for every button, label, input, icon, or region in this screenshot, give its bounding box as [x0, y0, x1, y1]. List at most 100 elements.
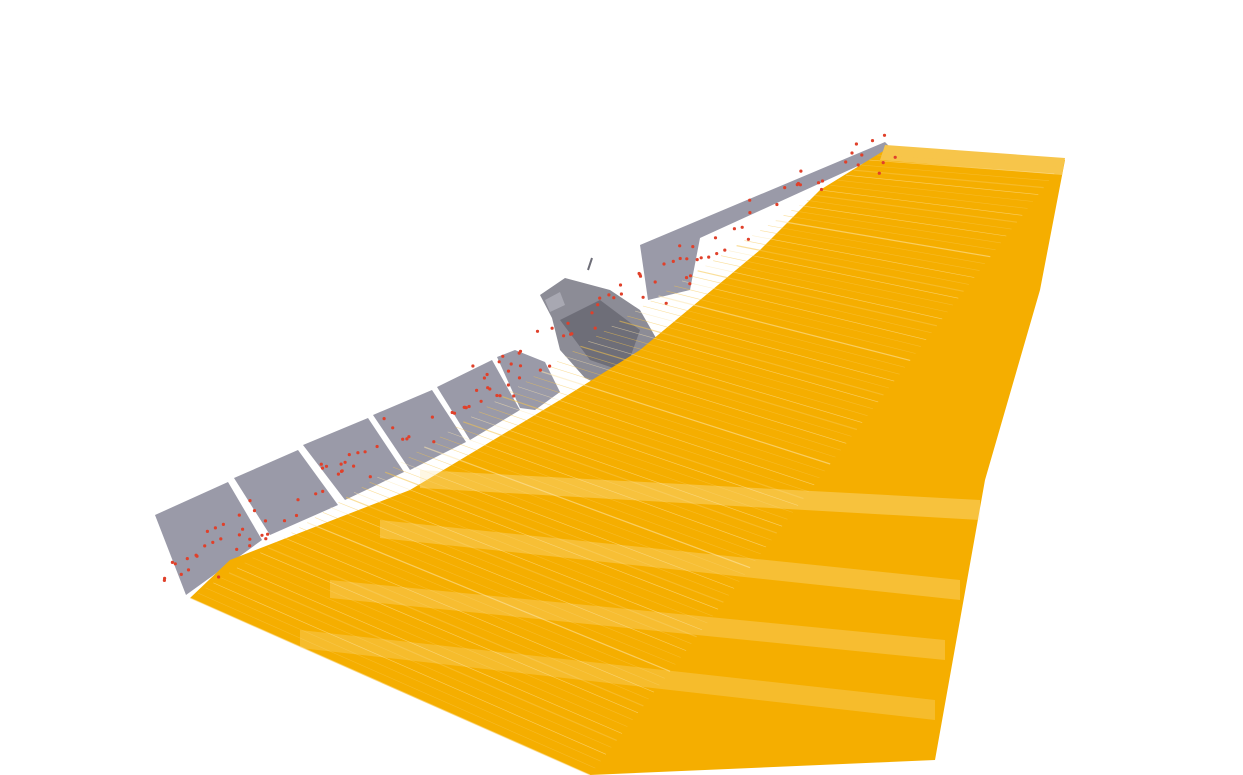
hit-point	[170, 560, 174, 565]
beam-band-2	[330, 580, 945, 660]
hit-point	[260, 533, 264, 537]
solar-panel-far-right	[640, 142, 893, 300]
hit-point	[266, 532, 270, 536]
hit-point	[405, 437, 409, 441]
hit-point	[407, 435, 411, 439]
hit-point	[237, 533, 241, 537]
hit-point	[570, 332, 574, 336]
hit-point	[495, 393, 499, 398]
hit-point	[203, 544, 207, 548]
hit-point	[860, 153, 864, 157]
hit-point	[314, 492, 318, 496]
hit-point	[844, 160, 848, 164]
hit-point	[593, 326, 597, 330]
hit-point	[452, 411, 457, 415]
hit-point	[263, 519, 268, 523]
hit-point	[217, 575, 221, 579]
hit-point	[538, 368, 543, 372]
hit-point	[517, 351, 521, 355]
hit-point	[653, 280, 657, 284]
hit-point	[819, 187, 824, 192]
solar-panel-3	[373, 390, 466, 470]
hit-point	[518, 364, 523, 368]
hit-point	[430, 415, 434, 419]
hit-point	[678, 256, 682, 261]
hit-point	[596, 303, 600, 307]
hit-point	[296, 498, 300, 502]
hit-point	[796, 181, 801, 186]
hit-point	[740, 225, 744, 229]
hit-point	[685, 257, 689, 261]
hit-point	[347, 453, 351, 457]
hit-point	[163, 576, 167, 580]
hit-point	[856, 163, 860, 167]
hit-point	[607, 293, 611, 297]
hit-point	[343, 460, 347, 464]
hit-point	[535, 329, 540, 333]
hit-point	[294, 513, 299, 518]
hit-point	[467, 404, 471, 409]
hit-point	[185, 557, 189, 561]
hit-point	[248, 544, 252, 548]
hit-point	[746, 237, 751, 241]
beam-body	[190, 150, 1065, 775]
hit-point	[799, 169, 803, 173]
hit-point	[598, 296, 602, 300]
hit-point	[820, 179, 825, 183]
hit-point	[509, 362, 513, 366]
solar-array	[155, 142, 893, 595]
hit-point	[637, 271, 641, 276]
hit-point	[211, 540, 215, 545]
hit-point	[506, 369, 511, 373]
hit-point	[401, 437, 405, 441]
hit-point	[352, 464, 356, 468]
hit-point	[336, 472, 340, 476]
hit-point	[324, 464, 329, 468]
hit-point	[638, 274, 643, 278]
hit-point	[816, 181, 821, 185]
hit-point	[748, 198, 752, 202]
satellite-antenna	[587, 257, 593, 271]
hit-point	[550, 326, 554, 330]
hit-point	[641, 295, 645, 299]
hit-point	[320, 466, 325, 470]
hit-point	[566, 321, 570, 325]
hit-point	[205, 529, 209, 534]
hit-point	[877, 171, 881, 175]
hit-point	[485, 372, 489, 377]
hit-point	[548, 364, 552, 368]
hit-point	[691, 245, 695, 249]
hit-point	[881, 161, 885, 165]
hit-point	[339, 469, 344, 473]
hit-point	[723, 248, 727, 252]
hit-point	[252, 509, 257, 513]
hit-point	[375, 444, 379, 449]
hit-point	[221, 522, 225, 527]
beam-band-0	[420, 470, 980, 520]
beam-streaks	[189, 149, 1066, 775]
hit-point	[775, 202, 779, 207]
hit-point	[432, 440, 436, 444]
hit-point	[356, 451, 360, 455]
hit-point	[186, 568, 191, 572]
hit-point	[893, 155, 897, 159]
hit-point	[194, 553, 198, 557]
hit-point	[497, 360, 501, 364]
hit-point	[783, 186, 787, 190]
hit-point	[715, 252, 719, 256]
hit-point	[501, 354, 505, 358]
hit-point	[506, 383, 510, 387]
satellite-mast	[545, 292, 565, 312]
hit-point	[671, 259, 675, 263]
hit-point	[618, 283, 623, 287]
hit-point	[699, 256, 703, 260]
hit-point	[882, 133, 887, 137]
hit-point	[707, 255, 711, 259]
solar-panel-5	[234, 450, 338, 535]
hit-point	[382, 417, 386, 421]
hit-point	[339, 462, 343, 466]
hit-point	[264, 537, 268, 541]
hit-point	[237, 513, 241, 517]
ray-hit-points	[162, 133, 897, 583]
